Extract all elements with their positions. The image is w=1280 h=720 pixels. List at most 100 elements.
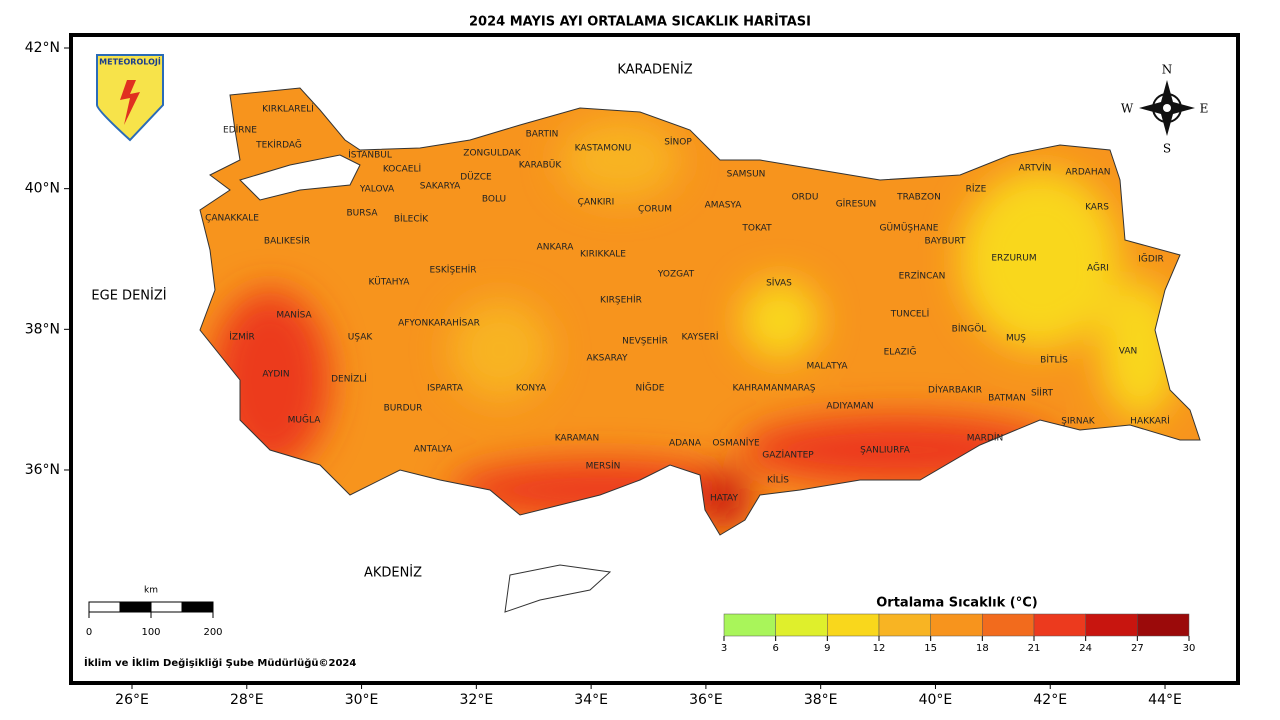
province-label: AFYONKARAHİSAR [398,318,480,329]
logo: METEOROLOJİ [96,54,164,142]
province-label: BURDUR [384,404,423,414]
province-label: BALIKESİR [264,236,310,247]
province-label: AYDIN [262,370,289,380]
province-label: KARS [1085,203,1109,213]
lon-tick-label: 32°E [460,692,494,708]
province-label: MUŞ [1006,334,1026,344]
lon-tick-label: 26°E [115,692,149,708]
lat-tick-label: 40°N [25,181,60,197]
province-label: BATMAN [988,394,1026,404]
province-label: DİYARBAKIR [928,385,982,396]
compass-letter: S [1163,142,1171,156]
province-label: ERZURUM [991,254,1036,264]
scale-bar-label: 0 [86,627,92,638]
province-label: BARTIN [526,130,559,140]
lon-tick-label: 30°E [345,692,379,708]
province-label: BAYBURT [925,237,966,247]
province-label: HATAY [710,494,738,504]
province-label: VAN [1119,347,1137,357]
province-label: NİĞDE [636,382,665,394]
province-label: TOKAT [741,224,772,234]
map-title: 2024 MAYIS AYI ORTALAMA SICAKLIK HARİTAS… [469,14,811,30]
province-label: SİVAS [766,278,792,289]
lon-tick-label: 44°E [1148,692,1182,708]
legend-tick-label: 30 [1183,643,1196,654]
lon-tick-label: 34°E [574,692,608,708]
province-label: OSMANİYE [712,438,760,449]
temperature-field [200,88,1200,535]
province-label: YOZGAT [657,270,695,280]
province-label: KOCAELİ [383,164,421,175]
lat-tick-label: 36°N [25,462,60,478]
province-label: KAHRAMANMARAŞ [732,384,815,394]
legend-swatch [982,613,1035,637]
province-label: ISPARTA [427,384,464,394]
province-label: İSTANBUL [348,150,392,161]
province-label: SİİRT [1031,388,1054,399]
compass-letter: E [1200,102,1209,116]
province-label: KARAMAN [555,434,600,444]
credit: İklim ve İklim Değişikliği Şube Müdürlüğ… [84,655,356,669]
province-label: BURSA [346,209,378,219]
province-label: BİLECİK [394,214,429,225]
compass [1139,80,1195,136]
legend-tick-label: 6 [772,643,778,654]
province-label: GÜMÜŞHANE [880,223,939,234]
legend-swatch [723,613,776,637]
province-label: MUĞLA [288,414,322,426]
province-label: ADIYAMAN [826,402,873,412]
province-label: ANKARA [537,243,575,253]
province-label: HAKKARİ [1130,416,1170,427]
province-label: ARTVİN [1019,163,1052,174]
province-label: ŞANLIURFA [860,446,911,456]
province-label: DENİZLİ [331,374,367,385]
province-label: GİRESUN [836,199,877,210]
lon-tick-label: 42°E [1033,692,1067,708]
legend-swatch [878,613,931,637]
province-label: IĞDIR [1138,253,1163,265]
province-label: KÜTAHYA [369,277,411,288]
marmara-sea [239,154,361,201]
province-label: EDİRNE [223,125,257,136]
compass-letter: N [1162,63,1173,77]
province-label: KAYSERİ [681,332,718,343]
province-label: MERSİN [586,461,621,472]
province-label: BİNGÖL [952,324,987,335]
legend-swatch [1085,613,1138,637]
sea-label: EGE DENİZİ [91,288,166,304]
province-label: SİNOP [664,137,692,148]
legend-title: Ortalama Sıcaklık (°C) [876,596,1037,611]
sea-label: AKDENİZ [364,565,422,581]
province-label: NEVŞEHİR [622,336,668,347]
legend-swatch [827,613,880,637]
scale-bar-label: 200 [203,627,222,638]
province-label: YALOVA [359,185,395,195]
legend-swatch [775,613,828,637]
legend-tick-label: 24 [1079,643,1092,654]
province-label: KONYA [516,384,547,394]
province-label: KIRIKKALE [580,250,626,260]
logo-text: METEOROLOJİ [99,57,161,67]
lon-tick-label: 28°E [230,692,264,708]
province-label: MARDİN [967,433,1004,444]
province-label: BOLU [482,195,506,205]
lon-tick-label: 40°E [919,692,953,708]
scale-bar-segment [181,601,214,613]
province-label: ARDAHAN [1066,168,1111,178]
province-label: ORDU [792,193,819,203]
scale-bar-segment [150,601,183,613]
legend-tick-label: 9 [824,643,830,654]
province-label: MANİSA [276,310,312,321]
province-label: SAMSUN [727,170,766,180]
province-label: DÜZCE [460,172,492,183]
province-label: KASTAMONU [575,144,632,154]
scale-bar-label: 100 [141,627,160,638]
legend-tick-label: 12 [873,643,886,654]
province-label: KIRŞEHİR [600,295,642,306]
province-label: RİZE [966,184,987,195]
legend-tick-label: 18 [976,643,989,654]
legend-tick-label: 21 [1028,643,1041,654]
lon-tick-label: 38°E [804,692,838,708]
province-label: ÇANKIRI [578,198,615,208]
